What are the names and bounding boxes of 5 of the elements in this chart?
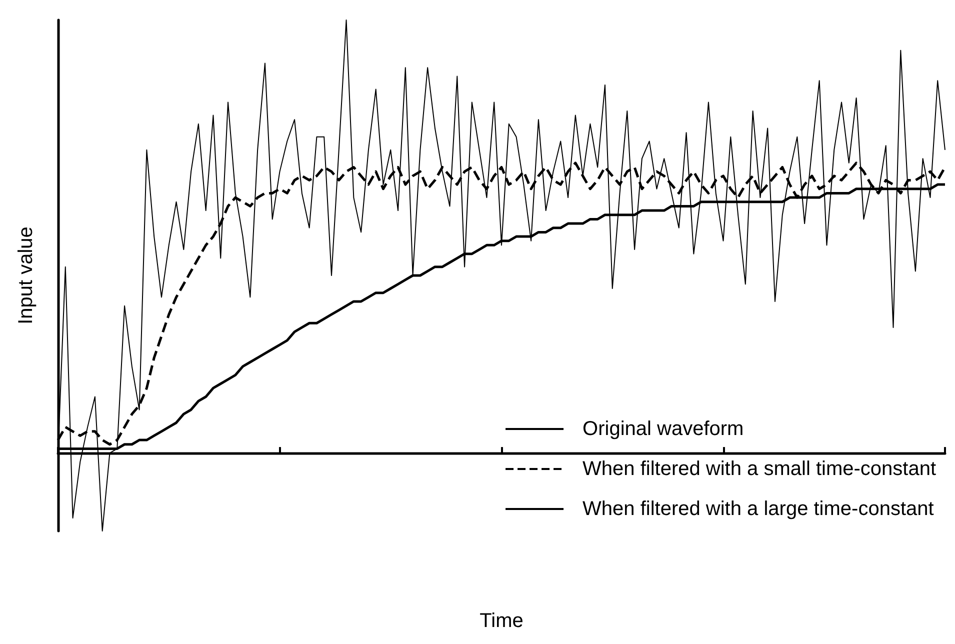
legend-label: Original waveform — [582, 418, 744, 440]
y-axis-title: Input value — [15, 226, 37, 324]
legend-label: When filtered with a large time-constant — [582, 498, 934, 520]
x-axis-title: Time — [480, 610, 524, 632]
legend-label: When filtered with a small time-constant — [582, 458, 936, 480]
